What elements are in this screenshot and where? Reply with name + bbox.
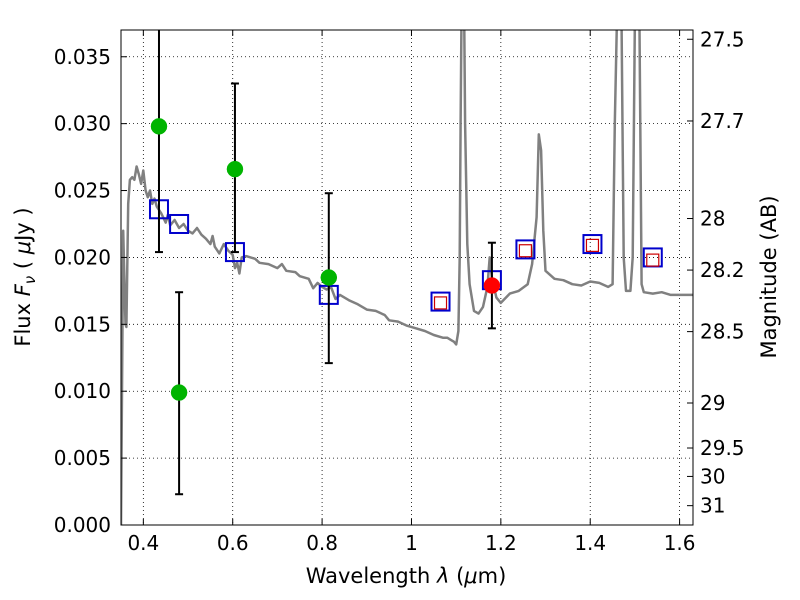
- y-tick-label: 0.030: [54, 112, 111, 136]
- y-tick-label: 0.025: [54, 179, 111, 203]
- observed-red-point: [483, 277, 501, 294]
- x-tick-label: 0.4: [127, 531, 159, 555]
- model-photometry-square: [169, 213, 190, 234]
- model-photometry-square: [430, 291, 451, 312]
- observed-green-point: [150, 118, 168, 135]
- y-axis-label: Flux Fν ( μJy ): [11, 207, 39, 346]
- x-tick-label: 0.8: [306, 531, 338, 555]
- y2-axis-label: Magnitude (AB): [757, 195, 781, 358]
- y2-tick-label: 29.5: [700, 436, 745, 460]
- y2-tick-label: 28.2: [700, 258, 745, 282]
- plot-area: [121, 30, 693, 525]
- x-tick-label: 1.6: [664, 531, 696, 555]
- x-tick-label: 1: [405, 531, 418, 555]
- x-tick-label: 1.4: [574, 531, 606, 555]
- y-tick-label: 0.010: [54, 379, 111, 403]
- y2-tick-label: 30: [700, 464, 725, 488]
- inner-red-square: [518, 244, 533, 258]
- y-tick-label: 0.020: [54, 245, 111, 269]
- x-tick-label: 1.2: [485, 531, 517, 555]
- y2-tick-label: 27.5: [700, 27, 745, 51]
- grid-lines: [121, 30, 693, 526]
- observed-green-point: [170, 384, 188, 401]
- y2-tick-label: 27.7: [700, 109, 745, 133]
- y2-tick-label: 28.5: [700, 320, 745, 344]
- model-photometry-square: [582, 234, 603, 255]
- y2-tick-label: 29: [700, 391, 725, 415]
- axis-ticks: 0.4 0.6 0.8 1 1.2 1.4 1.6 0.000 0.005 0.010 0.015 0…: [54, 27, 745, 555]
- y-tick-label: 0.005: [54, 446, 111, 470]
- y-tick-label: 0.015: [54, 312, 111, 336]
- y-tick-label: 0.000: [54, 513, 111, 537]
- inner-red-square: [585, 238, 600, 252]
- plot-frame: [120, 29, 694, 526]
- observed-green-point: [226, 160, 244, 178]
- inner-red-square: [433, 296, 448, 310]
- x-tick-label: 0.6: [217, 531, 249, 555]
- sed-model-line: [121, 30, 693, 525]
- inner-red-square: [646, 253, 660, 267]
- model-photometry-square: [515, 239, 536, 260]
- y2-tick-label: 31: [700, 494, 725, 518]
- x-axis-label: Wavelength λ (μm): [306, 564, 507, 588]
- observed-green-point: [320, 269, 338, 286]
- y2-tick-label: 28: [700, 207, 725, 231]
- y-tick-label: 0.035: [54, 45, 111, 69]
